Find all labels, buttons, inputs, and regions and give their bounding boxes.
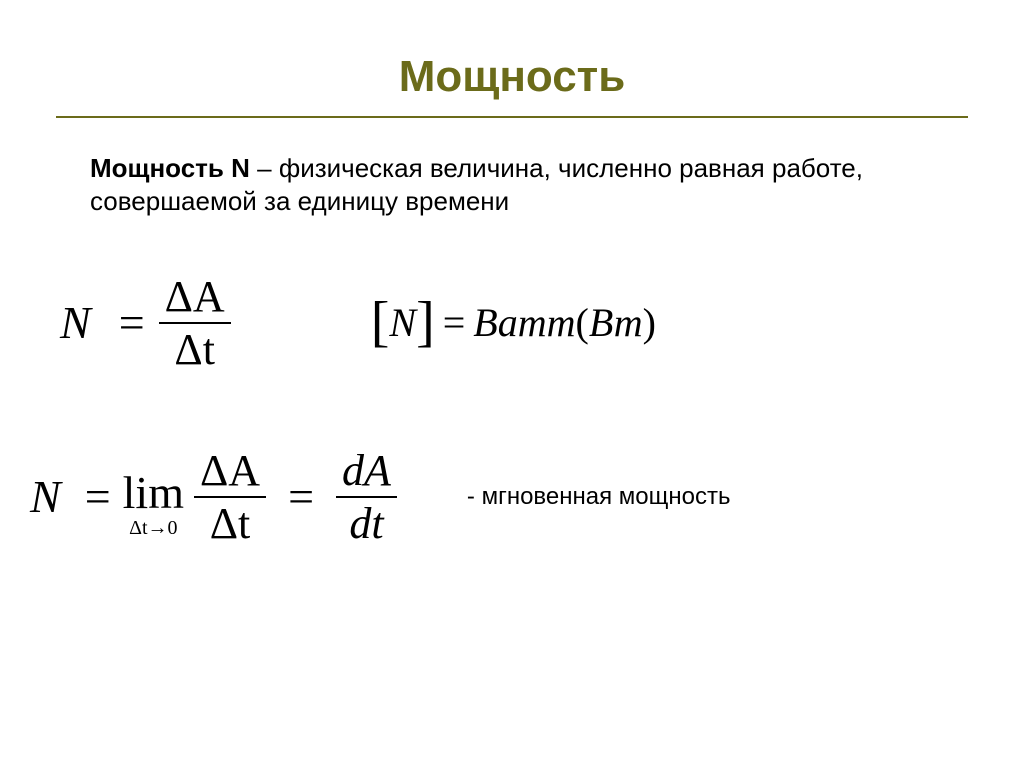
avg-fraction: ΔA Δt (159, 271, 231, 375)
avg-lhs: N (60, 296, 91, 349)
units-paren-close: ) (643, 299, 656, 346)
inst-lhs: N (30, 470, 61, 523)
inst-den-1: Δt (194, 498, 266, 549)
units-symbol: N (389, 299, 416, 346)
avg-power-formula: N = ΔA Δt (60, 271, 231, 375)
definition-lead: Мощность N (90, 153, 250, 183)
units-open-bracket: [ (371, 300, 390, 345)
avg-num-text: ΔA (165, 272, 225, 321)
inst-den-2: dt (336, 498, 397, 549)
lim-subscript: Δt→0 (129, 517, 177, 540)
avg-den-text: Δt (174, 325, 215, 374)
inst-eq-sign-2: = (288, 470, 314, 523)
definition-text: Мощность N – физическая величина, числен… (0, 118, 1024, 219)
inst-num-1: ΔA (194, 445, 266, 498)
inst-num1-text: ΔA (200, 446, 260, 495)
limit-operator: lim Δt→0 (123, 466, 184, 540)
slide-title: Мощность (399, 52, 626, 102)
avg-numerator: ΔA (159, 271, 231, 324)
inst-den1-text: Δt (210, 499, 251, 548)
formula-row-2: N = lim Δt→0 ΔA Δt = dA dt - мгновенная … (0, 445, 1024, 549)
units-formula: [ N ] = Ватт ( Вт ) (371, 299, 656, 346)
units-name: Ватт (473, 299, 575, 346)
inst-num-2: dA (336, 445, 397, 498)
avg-eq-sign: = (119, 296, 145, 349)
units-close-bracket: ] (416, 300, 435, 345)
lim-text: lim (123, 466, 184, 519)
formula-row-1: N = ΔA Δt [ N ] = Ватт ( Вт ) (0, 271, 1024, 375)
inst-fraction-1: ΔA Δt (194, 445, 266, 549)
units-eq-sign: = (443, 299, 466, 346)
avg-denominator: Δt (159, 324, 231, 375)
title-block: Мощность (0, 0, 1024, 118)
inst-eq-sign-1: = (85, 470, 111, 523)
units-abbr: Вт (589, 299, 643, 346)
inst-power-formula: N = lim Δt→0 ΔA Δt = dA dt (30, 445, 407, 549)
units-paren-open: ( (576, 299, 589, 346)
slide: Мощность Мощность N – физическая величин… (0, 0, 1024, 767)
inst-fraction-2: dA dt (336, 445, 397, 549)
inst-power-caption: - мгновенная мощность (467, 483, 731, 511)
